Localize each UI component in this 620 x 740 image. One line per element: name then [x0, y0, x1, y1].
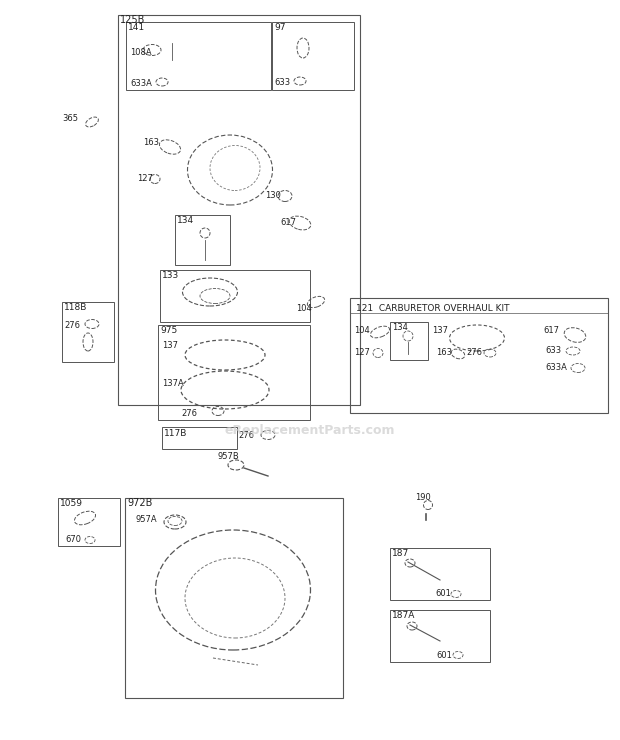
Text: 141: 141 — [128, 22, 145, 32]
Text: 127: 127 — [354, 348, 370, 357]
Text: 276: 276 — [466, 348, 482, 357]
Text: 130: 130 — [265, 190, 281, 200]
Text: 633A: 633A — [130, 78, 152, 87]
Text: 163: 163 — [143, 138, 159, 147]
Text: 117B: 117B — [164, 428, 187, 437]
Text: 137A: 137A — [162, 378, 184, 388]
Text: 108A: 108A — [130, 47, 152, 56]
Bar — [125, 498, 343, 698]
Bar — [390, 322, 428, 360]
Text: 163: 163 — [436, 348, 452, 357]
Text: 1059: 1059 — [60, 499, 83, 508]
Text: 617: 617 — [543, 326, 559, 334]
Text: 127: 127 — [137, 173, 153, 183]
Bar — [58, 498, 120, 546]
Text: 633: 633 — [274, 78, 290, 87]
Text: 633: 633 — [545, 346, 561, 354]
Text: 975: 975 — [160, 326, 177, 334]
Text: 104: 104 — [296, 303, 312, 312]
Bar — [390, 548, 490, 600]
Bar — [390, 610, 490, 662]
Text: 104: 104 — [354, 326, 370, 334]
Text: 957A: 957A — [135, 516, 157, 525]
Text: 137: 137 — [162, 340, 178, 349]
Text: 276: 276 — [64, 320, 80, 329]
Text: 601: 601 — [435, 588, 451, 597]
Bar — [160, 270, 310, 322]
Text: 957B: 957B — [218, 451, 240, 460]
Text: 134: 134 — [392, 323, 408, 332]
Text: 187: 187 — [392, 548, 409, 557]
Text: 633A: 633A — [545, 363, 567, 371]
Text: 617: 617 — [280, 218, 296, 226]
Text: 121  CARBURETOR OVERHAUL KIT: 121 CARBURETOR OVERHAUL KIT — [356, 303, 510, 312]
Text: 187A: 187A — [392, 610, 415, 619]
Text: 601: 601 — [436, 650, 452, 659]
Bar — [162, 427, 237, 449]
Text: 670: 670 — [65, 536, 81, 545]
Bar — [175, 215, 230, 265]
Bar — [350, 298, 608, 413]
Text: 133: 133 — [162, 271, 179, 280]
Bar — [158, 325, 310, 420]
Text: 276: 276 — [181, 408, 197, 417]
Text: 118B: 118B — [64, 303, 87, 312]
Text: 190: 190 — [415, 494, 431, 502]
Text: 972B: 972B — [127, 498, 153, 508]
Text: 276: 276 — [238, 431, 254, 440]
Text: 134: 134 — [177, 215, 194, 224]
Bar — [272, 22, 354, 90]
Text: 137: 137 — [432, 326, 448, 334]
Text: 97: 97 — [274, 22, 285, 32]
Text: 365: 365 — [62, 113, 78, 123]
Text: eReplacementParts.com: eReplacementParts.com — [224, 423, 396, 437]
Text: 125B: 125B — [120, 15, 145, 25]
Bar — [62, 302, 114, 362]
Bar — [118, 15, 360, 405]
Bar — [126, 22, 271, 90]
